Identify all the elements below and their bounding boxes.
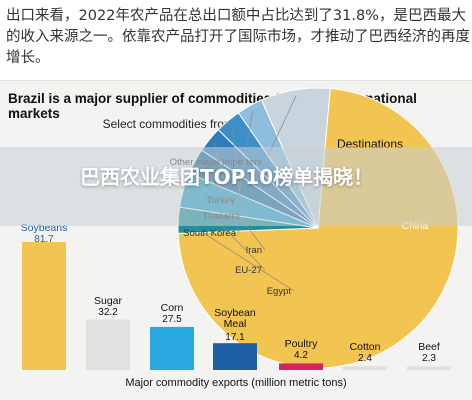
bar-3 — [213, 343, 257, 370]
bar-value-label-2: 27.5 — [162, 314, 182, 325]
bar-value-label-6: 2.3 — [422, 353, 436, 364]
overlay-title: 巴西农业集团TOP10榜单揭晓！ — [80, 165, 374, 189]
pie-label-4: South Korea — [183, 228, 237, 239]
bar-value-label-0: 81.7 — [34, 234, 54, 245]
commodity-chart: DestinationsChinaOther major importersTu… — [21, 87, 459, 389]
bar-1 — [86, 319, 130, 370]
bar-value-label-5: 2.4 — [358, 353, 372, 364]
x-axis-label: Major commodity exports (million metric … — [125, 377, 346, 389]
bar-value-label-4: 4.2 — [294, 350, 308, 361]
bar-0 — [22, 242, 66, 370]
bar-category-label-5: Cotton — [350, 341, 381, 353]
bar-category-label-2: Corn — [161, 302, 184, 314]
bar-6 — [407, 366, 451, 370]
pie-label-5: Iran — [246, 245, 262, 256]
bar-5 — [343, 366, 387, 370]
bar-value-label-1: 32.2 — [98, 307, 118, 318]
bar-value-label-3: 17.1 — [225, 332, 245, 343]
pie-label-7: Egypt — [267, 286, 292, 297]
pie-label-6: EU-27 — [235, 265, 262, 276]
bar-category-label-6: Beef — [418, 341, 440, 353]
bar-4 — [279, 363, 323, 370]
bar-category-label-3-line2: Meal — [224, 318, 247, 330]
bar-category-label-3: Soybean — [214, 307, 256, 319]
bar-2 — [150, 326, 194, 370]
pie-leader-7 — [184, 220, 295, 292]
pie-label-china: China — [402, 221, 429, 232]
bar-category-label-4: Poultry — [285, 338, 318, 350]
title-overlay-band — [0, 147, 472, 226]
article-paragraph: 出口来看，2022年农产品在总出口额中占比达到了31.8%，是巴西最大的收入来源… — [6, 8, 470, 66]
bar-category-label-1: Sugar — [94, 295, 123, 307]
